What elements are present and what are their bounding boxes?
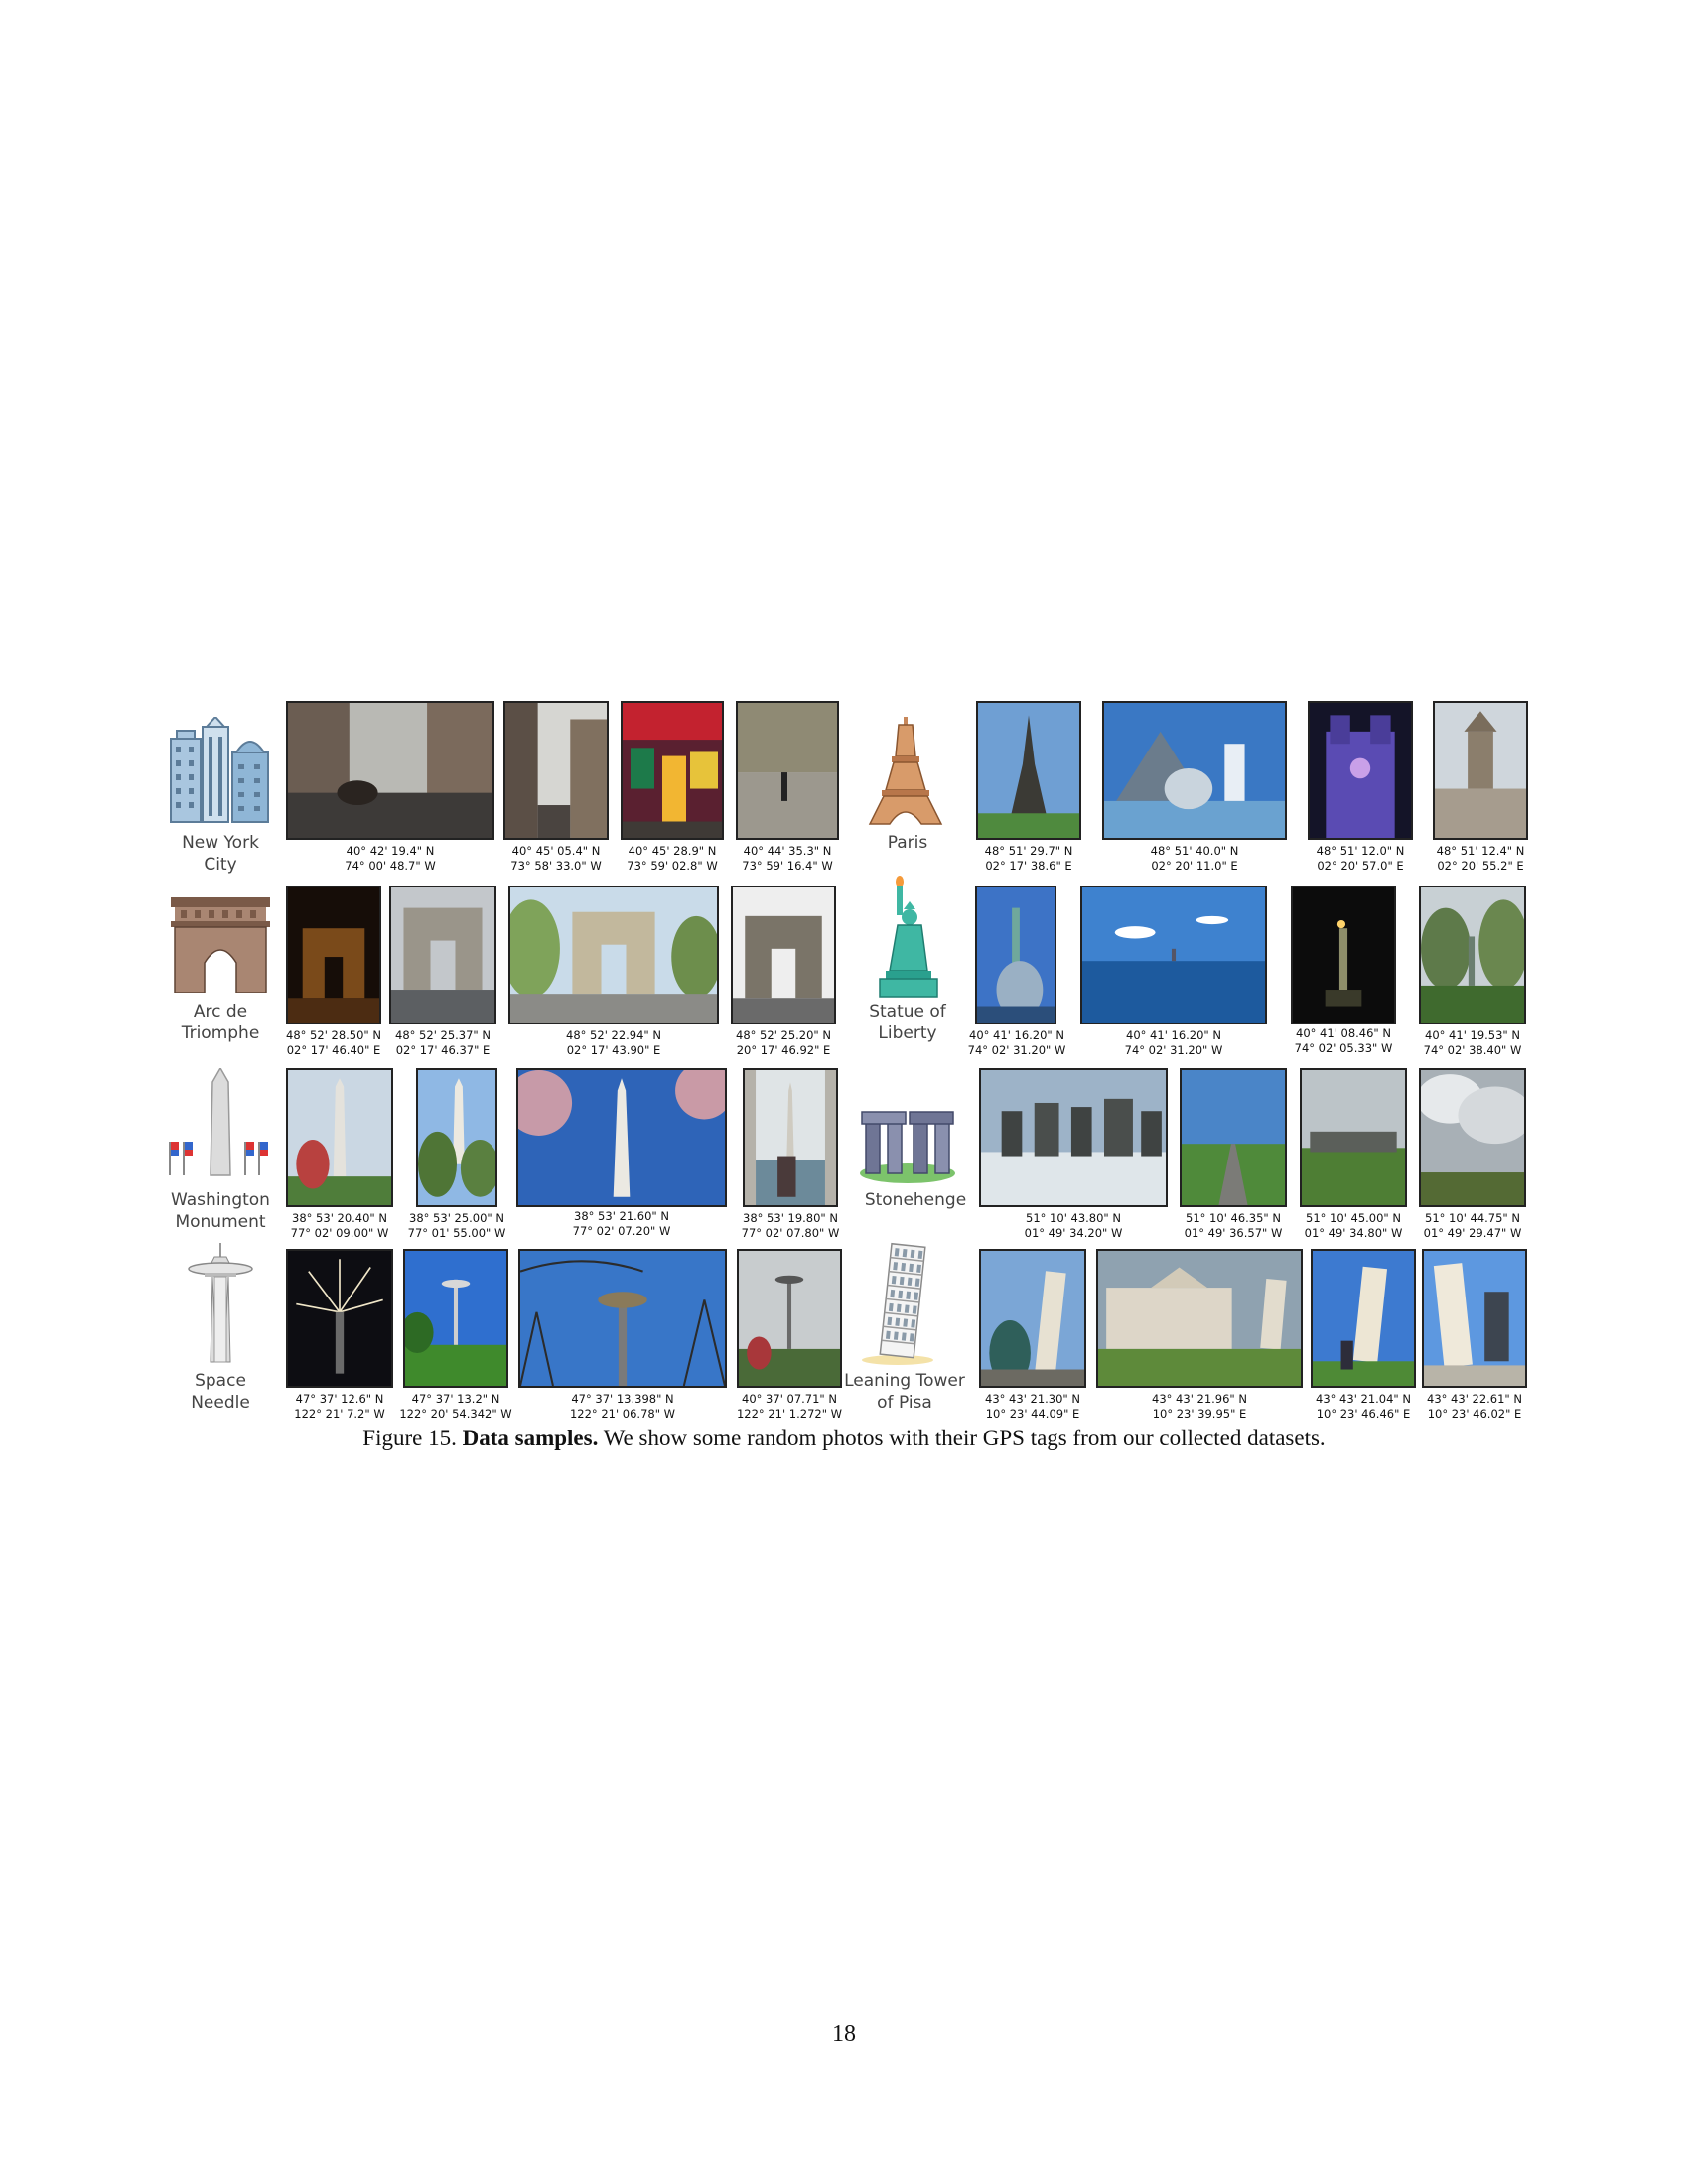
- photo-arc-3: [508, 886, 719, 1024]
- photo-paris-4: [1433, 701, 1528, 840]
- photo-liberty-1: [975, 886, 1056, 1024]
- photo-nyc-2: [503, 701, 609, 840]
- gps-label: 40° 41' 19.53" N 74° 02' 38.40" W: [1418, 1028, 1527, 1058]
- gps-label: 48° 51' 40.0" N 02° 20' 11.0" E: [1135, 844, 1254, 874]
- landmark-name-stonehenge: Stonehenge: [846, 1189, 985, 1211]
- photo-washington-4: [743, 1068, 838, 1207]
- statue-of-liberty-icon: [874, 876, 941, 999]
- photo-needle-4: [737, 1249, 842, 1388]
- photo-liberty-3: [1291, 886, 1396, 1024]
- gps-label: 38° 53' 20.40" N 77° 02' 09.00" W: [285, 1211, 394, 1241]
- photo-paris-2: [1102, 701, 1287, 840]
- photo-stonehenge-4: [1419, 1068, 1526, 1207]
- gps-label: 43° 43' 21.04" N 10° 23' 46.46" E: [1309, 1392, 1418, 1422]
- gps-label: 40° 37' 07.71" N 122° 21' 1.272" W: [730, 1392, 849, 1422]
- photo-stonehenge-1: [979, 1068, 1168, 1207]
- gps-label: 43° 43' 22.61" N 10° 23' 46.02" E: [1420, 1392, 1529, 1422]
- photo-stonehenge-2: [1180, 1068, 1287, 1207]
- landmark-name-leaning-tower-of-pisa: Leaning Tower of Pisa: [830, 1370, 979, 1414]
- gps-label: 40° 42' 19.4" N 74° 00' 48.7" W: [291, 844, 490, 874]
- gps-label: 51° 10' 44.75" N 01° 49' 29.47" W: [1418, 1211, 1527, 1241]
- gps-label: 48° 52' 28.50" N 02° 17' 46.40" E: [279, 1028, 388, 1058]
- photo-liberty-2: [1080, 886, 1267, 1024]
- landmark-name-space-needle: Space Needle: [151, 1370, 290, 1414]
- gps-label: 47° 37' 13.2" N 122° 20' 54.342" W: [396, 1392, 515, 1422]
- photo-stonehenge-3: [1300, 1068, 1407, 1207]
- landmark-name-arc-de-triomphe: Arc de Triomphe: [151, 1001, 290, 1044]
- new-york-city-icon: [167, 717, 274, 824]
- figure-caption-bold: Data samples.: [463, 1426, 599, 1450]
- gps-label: 47° 37' 13.398" N 122° 21' 06.78" W: [563, 1392, 682, 1422]
- photo-washington-2: [416, 1068, 497, 1207]
- photo-pisa-1: [979, 1249, 1086, 1388]
- landmark-name-statue-of-liberty: Statue of Liberty: [838, 1001, 977, 1044]
- page-number: 18: [0, 2021, 1688, 2048]
- gps-label: 48° 52' 25.37" N 02° 17' 46.37" E: [388, 1028, 497, 1058]
- photo-needle-2: [403, 1249, 508, 1388]
- gps-label: 38° 53' 19.80" N 77° 02' 07.80" W: [736, 1211, 845, 1241]
- photo-liberty-4: [1419, 886, 1526, 1024]
- gps-label: 48° 51' 12.4" N 02° 20' 55.2" E: [1426, 844, 1535, 874]
- photo-paris-1: [976, 701, 1081, 840]
- photo-washington-3: [516, 1068, 727, 1207]
- photo-nyc-3: [621, 701, 724, 840]
- photo-pisa-3: [1311, 1249, 1416, 1388]
- photo-needle-3: [518, 1249, 727, 1388]
- eiffel-tower-icon: [866, 717, 945, 826]
- gps-label: 38° 53' 25.00" N 77° 01' 55.00" W: [402, 1211, 511, 1241]
- gps-label: 48° 52' 25.20" N 20° 17' 46.92" E: [729, 1028, 838, 1058]
- photo-paris-3: [1308, 701, 1413, 840]
- photo-arc-2: [389, 886, 496, 1024]
- gps-label: 48° 51' 29.7" N 02° 17' 38.6" E: [974, 844, 1083, 874]
- landmark-name-new-york-city: New York City: [151, 832, 290, 876]
- photo-arc-1: [286, 886, 381, 1024]
- gps-label: 48° 52' 22.94" N 02° 17' 43.90" E: [554, 1028, 673, 1058]
- landmark-name-paris: Paris: [838, 832, 977, 854]
- gps-label: 38° 53' 21.60" N 77° 02' 07.20" W: [562, 1209, 681, 1239]
- figure-caption: Figure 15. Data samples. We show some ra…: [0, 1426, 1688, 1451]
- gps-label: 43° 43' 21.30" N 10° 23' 44.09" E: [978, 1392, 1087, 1422]
- gps-label: 43° 43' 21.96" N 10° 23' 39.95" E: [1140, 1392, 1259, 1422]
- gps-label: 51° 10' 46.35" N 01° 49' 36.57" W: [1179, 1211, 1288, 1241]
- gps-label: 40° 41' 16.20" N 74° 02' 31.20" W: [1114, 1028, 1233, 1058]
- landmark-name-washington-monument: Washington Monument: [151, 1189, 290, 1233]
- gps-label: 51° 10' 43.80" N 01° 49' 34.20" W: [1014, 1211, 1133, 1241]
- gps-label: 47° 37' 12.6" N 122° 21' 7.2" W: [285, 1392, 394, 1422]
- gps-label: 40° 41' 16.20" N 74° 02' 31.20" W: [961, 1028, 1072, 1058]
- photo-nyc-4: [736, 701, 839, 840]
- photo-pisa-4: [1422, 1249, 1527, 1388]
- washington-monument-icon: [161, 1068, 280, 1177]
- figure-caption-text: We show some random photos with their GP…: [604, 1426, 1326, 1450]
- stonehenge-icon: [858, 1108, 957, 1183]
- gps-label: 40° 44' 35.3" N 73° 59' 16.4" W: [733, 844, 842, 874]
- photo-pisa-2: [1096, 1249, 1303, 1388]
- gps-label: 40° 45' 05.4" N 73° 58' 33.0" W: [501, 844, 611, 874]
- gps-label: 40° 41' 08.46" N 74° 02' 05.33" W: [1289, 1026, 1398, 1056]
- arc-de-triomphe-icon: [169, 897, 272, 993]
- photo-needle-1: [286, 1249, 393, 1388]
- gps-label: 51° 10' 45.00" N 01° 49' 34.80" W: [1299, 1211, 1408, 1241]
- gps-label: 40° 45' 28.9" N 73° 59' 02.8" W: [618, 844, 727, 874]
- space-needle-icon: [187, 1243, 254, 1364]
- photo-nyc-1: [286, 701, 494, 840]
- gps-label: 48° 51' 12.0" N 02° 20' 57.0" E: [1306, 844, 1415, 874]
- leaning-tower-of-pisa-icon: [860, 1241, 935, 1366]
- photo-washington-1: [286, 1068, 393, 1207]
- photo-arc-4: [731, 886, 836, 1024]
- figure-label: Figure 15.: [362, 1426, 457, 1450]
